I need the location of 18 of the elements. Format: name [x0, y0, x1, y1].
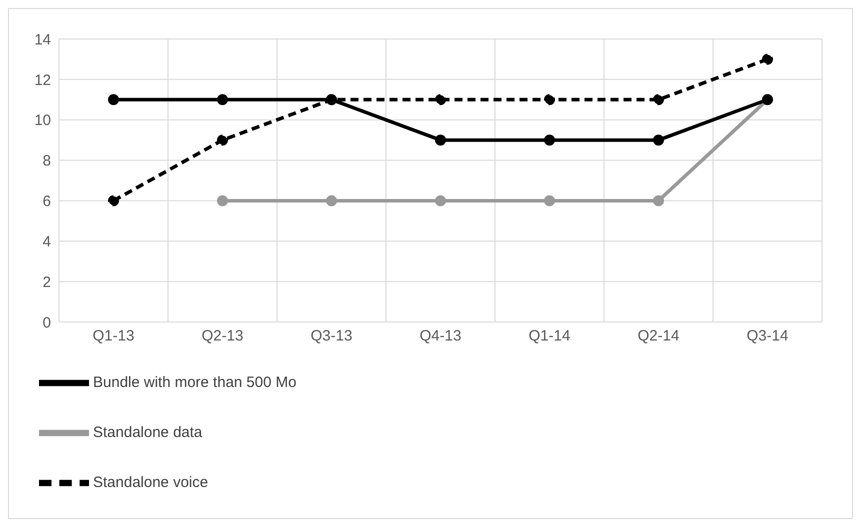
- y-tick-label: 8: [42, 152, 51, 170]
- legend-label: Bundle with more than 500 Mo: [93, 374, 298, 391]
- x-tick-label: Q3-13: [310, 328, 352, 345]
- x-tick-label: Q3-14: [746, 328, 788, 345]
- y-tick-label: 14: [34, 31, 51, 48]
- y-tick-label: 12: [34, 72, 51, 89]
- x-tick-label: Q1-14: [528, 328, 570, 345]
- y-tick-label: 4: [42, 233, 51, 250]
- x-tick-label: Q2-13: [202, 328, 244, 345]
- y-tick-label: 2: [42, 274, 51, 291]
- x-tick-label: Q4-13: [420, 328, 462, 345]
- x-tick-label: Q1-13: [92, 328, 134, 345]
- x-tick-label: Q2-14: [638, 328, 680, 345]
- y-tick-label: 6: [42, 193, 51, 210]
- y-tick-label: 0: [42, 314, 51, 332]
- legend-label: Standalone voice: [93, 474, 210, 491]
- legend-label: Standalone data: [93, 424, 204, 441]
- y-tick-label: 10: [34, 112, 51, 130]
